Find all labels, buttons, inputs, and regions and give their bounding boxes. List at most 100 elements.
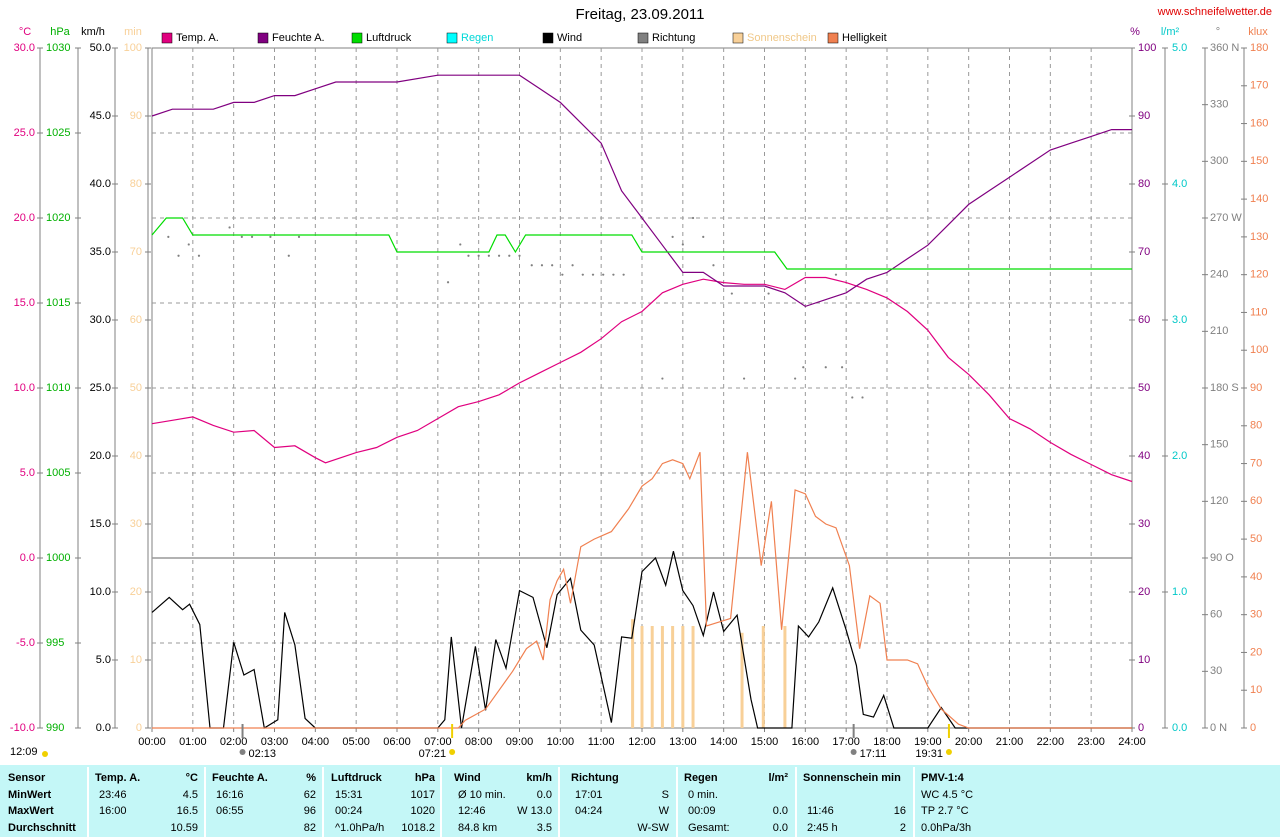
y-tick-label: 150 (1250, 155, 1268, 167)
y-tick-label: 300 (1210, 155, 1228, 167)
legend-label: Wind (557, 32, 582, 44)
point (446, 281, 450, 284)
y-tick-label: 330 (1210, 99, 1228, 111)
stats-background (0, 765, 1280, 837)
legend-label: Regen (461, 32, 493, 44)
point (240, 235, 243, 238)
table-cell: 06:55 (216, 805, 244, 817)
table-cell: 84.8 km (458, 822, 497, 834)
axis-unit: klux (1248, 26, 1268, 38)
y-tick-label: 30 (1210, 665, 1222, 677)
x-tick-label: 18:00 (873, 736, 901, 748)
y-tick-label: 80 (1138, 178, 1150, 190)
table-cell: 0.0 (773, 805, 788, 817)
y-tick-label: 35.0 (90, 246, 111, 258)
sun-icon (42, 751, 48, 757)
x-tick-label: 12:00 (628, 736, 656, 748)
legend-swatch (637, 32, 649, 44)
table-header: PMV-1:4 (921, 772, 965, 784)
bar (691, 626, 695, 728)
y-tick-label: 90 (1138, 110, 1150, 122)
source: www.schneifelwetter.de (1157, 6, 1272, 18)
y-tick-label: 10 (1138, 654, 1150, 666)
x-tick-label: 22:00 (1037, 736, 1065, 748)
y-tick-label: 80 (1250, 420, 1262, 432)
table-cell: 04:24 (575, 805, 603, 817)
y-tick-label: 10 (130, 654, 142, 666)
legend-swatch (161, 32, 173, 44)
legend-swatch (351, 32, 363, 44)
table-cell: 0 min. (688, 789, 718, 801)
table-cell: 2:45 h (807, 822, 838, 834)
y-tick-label: 50 (130, 382, 142, 394)
chart-title: Freitag, 23.09.2011 (576, 6, 705, 23)
legend-swatch (827, 32, 839, 44)
table-cell: Ø 10 min. (458, 789, 506, 801)
table-header-unit: % (306, 772, 316, 784)
y-tick-label: 0 N (1210, 722, 1227, 734)
y-tick-label: 130 (1250, 231, 1268, 243)
x-tick-label: 20:00 (955, 736, 983, 748)
series-line (152, 451, 1132, 729)
point (802, 366, 805, 369)
y-tick-label: 50.0 (90, 42, 111, 54)
y-tick-label: 70 (130, 246, 142, 258)
legend-label: Richtung (652, 32, 695, 44)
bar (650, 626, 654, 728)
axis-unit: hPa (50, 26, 70, 38)
table-cell: W (659, 805, 670, 817)
table-header: Luftdruck (331, 772, 383, 784)
x-tick-label: 09:00 (506, 736, 534, 748)
y-tick-label: 20.0 (90, 450, 111, 462)
table-header: Wind (454, 772, 481, 784)
y-tick-label: 5.0 (20, 467, 35, 479)
point (612, 273, 615, 276)
y-tick-label: 150 (1210, 439, 1228, 451)
y-tick-label: 1030 (46, 42, 70, 54)
y-tick-label: 360 N (1210, 42, 1239, 54)
y-tick-label: 25.0 (14, 127, 35, 139)
point (571, 264, 574, 267)
y-tick-label: 30.0 (90, 314, 111, 326)
y-tick-label: 60 (1138, 314, 1150, 326)
x-tick-label: 00:00 (138, 736, 166, 748)
y-tick-label: 5.0 (1172, 42, 1187, 54)
y-tick-label: 1000 (46, 552, 70, 564)
table-cell: 82 (304, 822, 316, 834)
y-tick-label: 120 (1250, 269, 1268, 281)
table-cell: 1020 (411, 805, 435, 817)
point (177, 254, 180, 257)
y-tick-label: 20 (1250, 646, 1262, 658)
annotation-label: 02:13 (249, 748, 277, 760)
point (767, 292, 770, 295)
point (702, 235, 705, 238)
point (691, 216, 695, 220)
row-label: Durchschnitt (8, 822, 76, 834)
y-tick-label: 20 (130, 586, 142, 598)
y-tick-label: 210 (1210, 325, 1228, 337)
y-tick-label: 20.0 (14, 212, 35, 224)
axis-unit: l/m² (1161, 26, 1180, 38)
annotation-label: 19:31 (915, 748, 943, 760)
y-tick-label: 0.0 (96, 722, 111, 734)
axis-unit: % (1130, 26, 1140, 38)
table-cell: 0.0hPa/3h (921, 822, 971, 834)
y-tick-label: -10.0 (10, 722, 35, 734)
point (167, 235, 170, 238)
series-line (151, 276, 1133, 483)
y-tick-label: 15.0 (14, 297, 35, 309)
y-tick-label: 120 (1210, 495, 1228, 507)
y-tick-label: 90 O (1210, 552, 1234, 564)
table-cell: Gesamt: (688, 822, 730, 834)
y-tick-label: 240 (1210, 269, 1228, 281)
y-tick-label: 140 (1250, 193, 1268, 205)
table-cell: 00:24 (335, 805, 363, 817)
x-tick-label: 08:00 (465, 736, 493, 748)
point (712, 264, 715, 267)
y-tick-label: 5.0 (96, 654, 111, 666)
point (187, 243, 190, 246)
y-tick-label: 70 (1138, 246, 1150, 258)
x-tick-label: 11:00 (588, 736, 615, 748)
y-tick-label: -5.0 (16, 637, 35, 649)
